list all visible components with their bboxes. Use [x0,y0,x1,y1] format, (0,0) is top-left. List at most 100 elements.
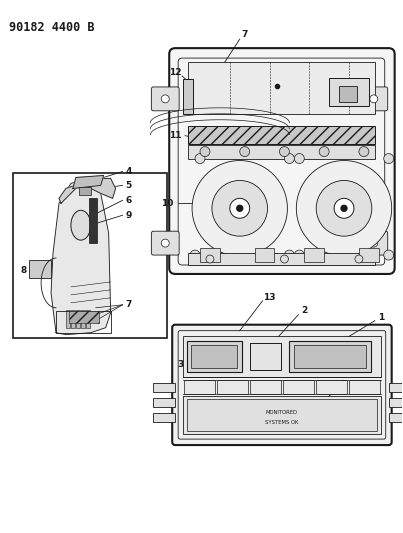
Bar [187,399,377,431]
Circle shape [370,239,378,247]
Bar [283,381,314,394]
Bar [304,248,324,262]
Bar [86,310,90,328]
Polygon shape [59,179,116,203]
Polygon shape [73,175,104,188]
Bar [188,62,375,114]
Bar [329,78,369,106]
Bar [188,126,375,144]
Circle shape [161,239,169,247]
FancyBboxPatch shape [152,231,179,255]
Ellipse shape [71,211,91,240]
Bar [76,310,80,328]
Circle shape [384,250,394,260]
Circle shape [230,198,250,218]
Bar [89,198,97,243]
Text: SYSTEMS OK: SYSTEMS OK [265,419,299,425]
Bar [359,248,379,262]
Text: 7: 7 [125,300,132,309]
Bar [250,381,281,394]
Circle shape [161,95,169,103]
FancyBboxPatch shape [172,325,392,445]
Bar [389,398,403,407]
Bar [188,253,375,265]
Circle shape [206,255,214,263]
Circle shape [316,181,372,236]
Circle shape [285,154,294,164]
Circle shape [294,250,304,260]
Text: US/M: US/M [293,385,304,390]
FancyBboxPatch shape [360,87,388,111]
Circle shape [195,154,205,164]
Bar [153,383,175,392]
Text: 11: 11 [169,131,181,140]
Bar [191,345,237,368]
Circle shape [237,205,243,211]
Bar [71,310,75,328]
Bar [183,79,193,114]
Text: 90182 4400 B: 90182 4400 B [9,21,95,34]
Text: INFO: INFO [326,385,337,390]
Circle shape [212,181,268,236]
Bar [289,341,371,373]
Circle shape [200,147,210,157]
Circle shape [355,255,363,263]
Text: 8: 8 [20,266,26,276]
Bar [187,341,242,373]
Bar [255,248,274,262]
Circle shape [384,154,394,164]
Text: 9: 9 [125,211,132,220]
Text: 7: 7 [241,30,248,39]
Bar [217,381,248,394]
Bar [56,311,111,333]
Bar [81,310,85,328]
Bar [349,381,380,394]
Text: 5: 5 [125,181,132,190]
Text: 12: 12 [169,68,181,77]
Bar [250,343,281,370]
Text: 2: 2 [301,306,307,315]
Bar [389,413,403,422]
Bar [153,398,175,407]
Circle shape [341,205,347,211]
Circle shape [296,160,392,256]
Text: FUEL: FUEL [260,385,271,390]
Circle shape [319,147,329,157]
Circle shape [294,154,304,164]
Text: 10: 10 [161,199,173,208]
Text: TIME: TIME [194,385,205,390]
Bar [66,310,70,328]
Bar [79,188,91,196]
Text: 1: 1 [378,313,384,322]
Circle shape [190,250,200,260]
FancyBboxPatch shape [169,48,395,274]
Text: 6: 6 [125,196,132,205]
Circle shape [370,95,378,103]
Bar [200,248,220,262]
Bar [153,413,175,422]
Text: 5: 5 [340,380,346,389]
Text: RESET: RESET [357,385,371,390]
Circle shape [334,198,354,218]
FancyBboxPatch shape [152,87,179,111]
Circle shape [240,147,250,157]
Circle shape [280,255,289,263]
Bar [183,397,381,434]
Circle shape [285,250,294,260]
Circle shape [359,147,369,157]
Bar [13,173,167,337]
Bar [294,345,366,368]
Bar [389,383,403,392]
Bar [316,381,347,394]
Bar [69,311,99,322]
Text: 4: 4 [125,167,132,176]
FancyBboxPatch shape [360,231,388,255]
Circle shape [192,160,287,256]
Bar [188,144,375,158]
Polygon shape [51,179,111,335]
Text: TEMP: TEMP [226,385,239,390]
Bar [29,260,51,278]
Text: 3: 3 [177,360,183,369]
Text: 13: 13 [263,293,276,302]
Bar [339,86,357,102]
